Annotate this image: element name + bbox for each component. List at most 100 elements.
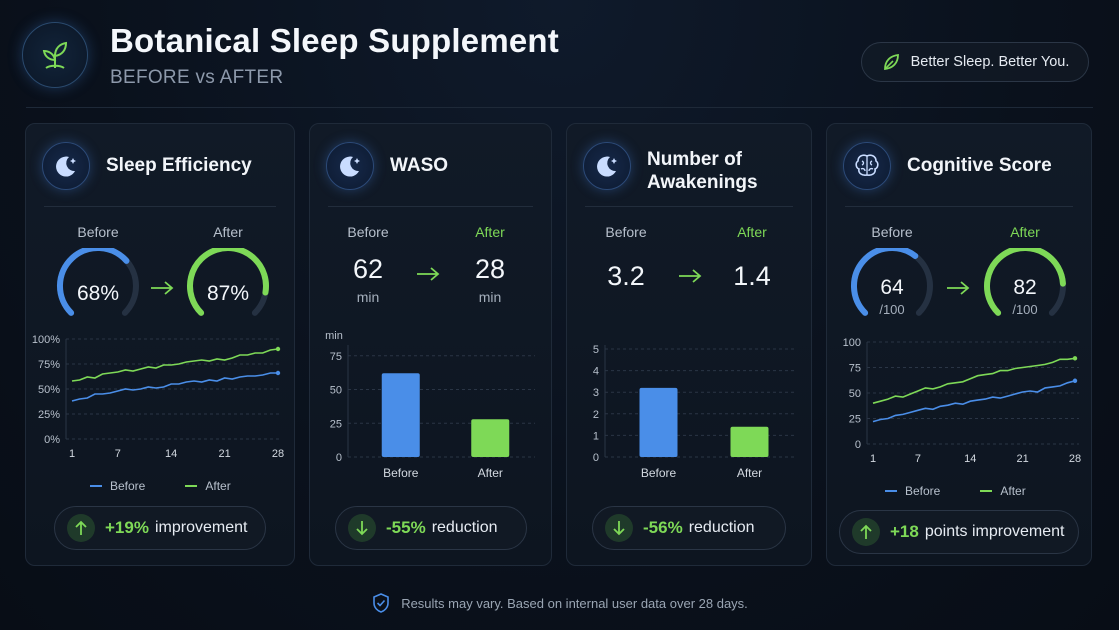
y-tick-label: 50% xyxy=(38,384,60,396)
cognitive-score-card: Cognitive Score Before After 64 /100 82 … xyxy=(826,123,1092,566)
before-value: 3.2 xyxy=(607,261,645,291)
before-gauge xyxy=(850,248,933,316)
moon-stars-icon xyxy=(326,142,374,190)
y-tick-label: 75 xyxy=(330,351,342,363)
x-tick-label: 7 xyxy=(915,453,921,465)
awakenings-bar-chart: 0 1 2 3 4 5 Before After xyxy=(593,344,795,480)
legend-before: Before xyxy=(905,484,941,498)
series-end-point xyxy=(1072,356,1078,361)
after-gauge-value: 87% xyxy=(206,282,250,305)
page-subtitle: BEFORE vs AFTER xyxy=(110,67,284,88)
before-unit: min xyxy=(356,289,380,305)
result-text: improvement xyxy=(154,519,248,536)
after-gauge xyxy=(187,248,269,316)
sprout-icon xyxy=(42,41,68,69)
after-label: After xyxy=(737,224,767,240)
page-title: Botanical Sleep Supplement xyxy=(110,22,559,59)
y-tick-label: 100 xyxy=(843,337,861,349)
before-unit: /100 xyxy=(879,302,905,317)
tagline-badge: Better Sleep. Better You. xyxy=(861,42,1089,82)
result-value: +18 xyxy=(890,522,919,541)
leaf-icon xyxy=(883,53,899,71)
y-tick-label: 0% xyxy=(44,434,60,446)
brain-icon xyxy=(843,142,891,190)
x-tick-label: 1 xyxy=(69,448,75,460)
before-label: Before xyxy=(605,224,647,240)
series-line-before xyxy=(71,372,278,402)
arrow-right-icon xyxy=(679,269,702,283)
gauge-fill xyxy=(850,248,919,316)
gauge-fill xyxy=(984,248,1066,316)
arrow-right-icon xyxy=(151,281,174,295)
card-title: WASO xyxy=(390,155,449,176)
arrow-down-icon xyxy=(348,514,376,542)
before-gauge-value: 68% xyxy=(76,282,120,305)
card-title: Sleep Efficiency xyxy=(106,155,252,176)
chart-legend: Before After xyxy=(90,479,231,493)
result-text: reduction xyxy=(431,519,498,536)
gauge-fill xyxy=(187,248,269,316)
x-tick-label: 21 xyxy=(218,448,230,460)
shield-check-icon xyxy=(373,593,389,613)
moon-stars-icon xyxy=(583,142,631,190)
bar-before xyxy=(381,373,420,457)
footer: Results may vary. Based on internal user… xyxy=(0,590,1119,616)
cognitive-score-line-chart: 0 25 50 75 100 1 7 14 21 28 xyxy=(843,337,1081,465)
y-tick-label: 5 xyxy=(593,344,599,356)
y-tick-label: 75 xyxy=(849,363,861,375)
arrow-down-icon xyxy=(605,514,633,542)
y-tick-label: 3 xyxy=(593,387,599,399)
after-unit: min xyxy=(478,289,502,305)
before-gauge-value: 64 xyxy=(880,276,904,299)
footer-note: Results may vary. Based on internal user… xyxy=(401,595,748,611)
series-line-before xyxy=(872,380,1076,423)
x-tick-label: 28 xyxy=(272,448,284,460)
result-badge: +18 points improvement xyxy=(839,510,1079,554)
after-gauge xyxy=(984,248,1066,316)
x-tick-label: 7 xyxy=(115,448,121,460)
x-tick-label: 14 xyxy=(964,453,976,465)
leaf-logo xyxy=(22,22,88,88)
y-tick-label: 50 xyxy=(330,385,342,397)
y-tick-label: 75% xyxy=(38,359,60,371)
x-tick-label: 21 xyxy=(1017,453,1029,465)
card-divider xyxy=(328,206,533,207)
y-axis-label: min xyxy=(325,330,343,342)
before-label: Before xyxy=(77,224,119,240)
y-tick-label: 25 xyxy=(849,414,861,426)
before-value: 62 xyxy=(352,254,384,284)
legend-after: After xyxy=(1000,484,1026,498)
result-text: reduction xyxy=(688,519,755,536)
y-tick-label: 2 xyxy=(593,409,599,421)
sleep-efficiency-line-chart: 0% 25% 50% 75% 100% 1 7 14 21 28 xyxy=(32,334,284,460)
after-unit: /100 xyxy=(1012,302,1038,317)
after-gauge-value: 82 xyxy=(1013,276,1037,299)
x-tick-label: 14 xyxy=(165,448,177,460)
arrow-up-icon xyxy=(67,514,95,542)
arrow-right-icon xyxy=(417,267,440,281)
result-text: points improvement xyxy=(924,523,1065,540)
series-end-point xyxy=(275,346,281,352)
result-value: -56% xyxy=(643,518,683,537)
series-end-point xyxy=(1072,378,1078,383)
series-line-after xyxy=(872,357,1076,404)
card-title-line1: Number of xyxy=(647,149,742,170)
before-gauge xyxy=(56,248,139,316)
legend-after: After xyxy=(205,479,231,493)
y-tick-label: 1 xyxy=(593,430,599,442)
card-divider xyxy=(44,206,276,207)
awakenings-card: Number of Awakenings Before After 3.2 1.… xyxy=(566,123,812,566)
bar-after xyxy=(730,426,769,457)
card-title: Number of Awakenings xyxy=(647,148,758,194)
y-tick-label: 4 xyxy=(593,366,599,378)
y-tick-label: 100% xyxy=(32,334,60,346)
series-end-point xyxy=(275,370,281,376)
sleep-efficiency-card: Sleep Efficiency Before After 68% 87% 0%… xyxy=(25,123,295,566)
y-tick-label: 0 xyxy=(855,439,861,451)
after-label: After xyxy=(213,224,243,240)
arrow-up-icon xyxy=(852,518,880,546)
x-tick-label: Before xyxy=(641,466,677,480)
x-tick-label: After xyxy=(737,466,762,480)
waso-card: WASO Before After 62 28 min min min 0 25 50… xyxy=(309,123,552,566)
x-tick-label: 28 xyxy=(1069,453,1081,465)
